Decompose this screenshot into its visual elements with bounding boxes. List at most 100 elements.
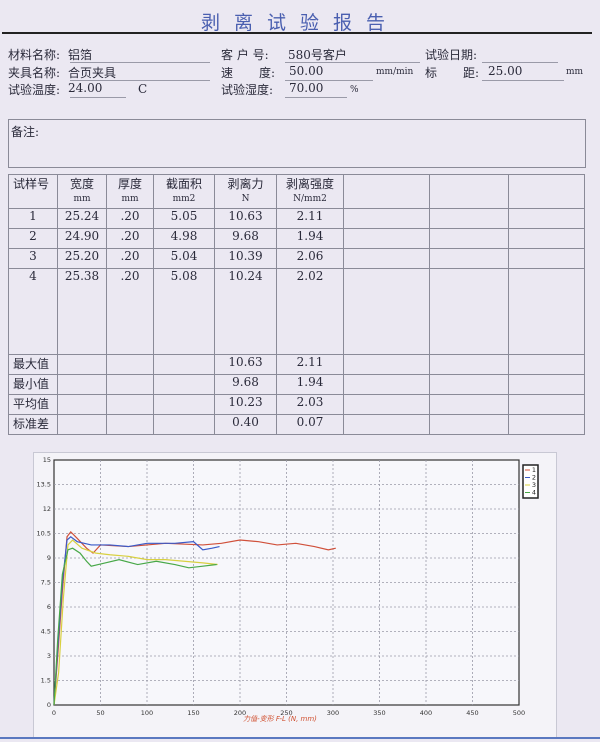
- header-cell: 剥离强度 N/mm2: [276, 174, 344, 209]
- empty-cell: [343, 268, 430, 355]
- y-tick-label: 1.5: [41, 677, 51, 685]
- temperature-label: 试验温度:: [8, 83, 61, 97]
- x-tick-label: 50: [96, 709, 104, 717]
- header-name: 截面积: [165, 177, 202, 191]
- fixture-underline: [70, 80, 210, 81]
- report-title: 剥离试验报告: [200, 12, 399, 34]
- x-tick-label: 300: [327, 709, 339, 717]
- data-cell: 10.24: [214, 268, 277, 355]
- data-cell: .20: [106, 208, 154, 229]
- empty-cell: [429, 174, 509, 209]
- series-line-4: [53, 547, 217, 706]
- y-tick-label: 9: [47, 554, 51, 562]
- legend-entry: 1: [532, 466, 536, 474]
- header-cell: 截面积 mm2: [153, 174, 215, 209]
- y-tick-label: 6: [47, 603, 51, 611]
- temperature-unit: C: [138, 82, 148, 96]
- temperature-value: 24.00: [68, 81, 103, 95]
- header-unit: mm: [121, 194, 139, 204]
- x-tick-label: 150: [187, 709, 199, 717]
- empty-cell: [429, 268, 509, 355]
- gauge-label-2: 距:: [463, 66, 480, 80]
- gauge-label: 标: [425, 66, 438, 80]
- y-tick-label: 4.5: [41, 628, 51, 636]
- header-name: 剥离强度: [285, 177, 334, 191]
- header-name: 宽度: [69, 177, 94, 191]
- y-tick-label: 12: [43, 505, 51, 513]
- date-underline: [482, 62, 558, 63]
- stat-strength: 1.94: [276, 374, 344, 395]
- speed-label-2: 度:: [259, 66, 276, 80]
- speed-value: 50.00: [289, 64, 324, 78]
- y-tick-label: 15: [43, 456, 51, 464]
- remarks-box: 备注:: [8, 119, 586, 168]
- header-unit: mm2: [172, 194, 196, 204]
- data-cell: 25.38: [57, 268, 107, 355]
- stat-force: 10.23: [214, 394, 277, 415]
- data-cell: 24.90: [57, 228, 107, 249]
- legend-box: [522, 464, 539, 499]
- empty-cell: [508, 414, 585, 435]
- speed-unit: mm/min: [376, 67, 414, 77]
- header-name: 剥离力: [227, 177, 264, 191]
- results-table: 试样号 宽度 mm 厚度 mm 截面积 mm2 剥离力 N 剥离强度 N/mm2 1 25.24.20 5…: [8, 174, 585, 435]
- humidity-label: 试验湿度:: [221, 83, 274, 97]
- empty-cell: [508, 268, 585, 355]
- fixture-label: 夹具名称:: [8, 66, 61, 80]
- stat-label: 标准差: [8, 414, 58, 435]
- date-label: 试验日期:: [425, 48, 478, 62]
- x-tick-label: 200: [234, 709, 246, 717]
- stat-label: 最小值: [8, 374, 58, 395]
- y-tick-label: 7.5: [41, 579, 51, 587]
- customer-label: 客 户 号:: [221, 48, 269, 62]
- legend-entry: 3: [532, 481, 536, 489]
- x-tick-label: 250: [280, 709, 292, 717]
- x-tick-label: 100: [141, 709, 153, 717]
- legend-entry: 4: [532, 489, 536, 497]
- x-tick-label: 400: [420, 709, 432, 717]
- header-unit: N/mm2: [293, 194, 327, 204]
- header-cell: 剥离力 N: [214, 174, 277, 209]
- header-unit: mm: [73, 194, 91, 204]
- y-tick-label: 13.5: [37, 481, 51, 489]
- fixture-value: 合页夹具: [68, 66, 117, 80]
- humidity-unit: %: [350, 85, 359, 95]
- customer-value: 580号客户: [288, 48, 347, 62]
- x-tick-label: 0: [52, 709, 56, 717]
- title-divider: [2, 32, 592, 34]
- x-tick-label: 450: [466, 709, 478, 717]
- y-tick-label: 10.5: [37, 530, 51, 538]
- header-unit: N: [241, 194, 250, 204]
- stat-strength: 0.07: [276, 414, 344, 435]
- data-cell: .20: [106, 268, 154, 355]
- gauge-unit: mm: [566, 67, 584, 77]
- data-cell: 5.08: [153, 268, 215, 355]
- legend-entry: 2: [532, 474, 536, 482]
- x-tick-label: 350: [373, 709, 385, 717]
- humidity-value: 70.00: [289, 81, 324, 95]
- header-cell: 宽度 mm: [57, 174, 107, 209]
- header-row: 试样号 宽度 mm 厚度 mm 截面积 mm2 剥离力 N 剥离强度 N/mm2: [8, 174, 585, 209]
- stats-row: 标准差 0.40 0.07: [8, 414, 585, 435]
- series-line-3: [53, 539, 218, 706]
- material-label: 材料名称:: [8, 48, 61, 62]
- empty-cell: [343, 174, 430, 209]
- speed-underline: [285, 80, 373, 81]
- gauge-underline: [482, 80, 564, 81]
- x-tick-label: 500: [513, 709, 525, 717]
- header-name: 试样号: [13, 177, 50, 191]
- material-underline: [70, 62, 210, 63]
- y-tick-label: 0: [47, 701, 51, 709]
- empty-cell: [508, 174, 585, 209]
- remarks-label: 备注:: [11, 125, 40, 139]
- gauge-value: 25.00: [488, 64, 523, 78]
- stat-strength: 2.11: [276, 354, 344, 375]
- x-axis-label: 力值-变形 F-L (N, mm): [243, 715, 317, 723]
- customer-underline: [285, 62, 420, 63]
- temperature-underline: [70, 97, 126, 98]
- header-name: 厚度: [117, 177, 142, 191]
- y-tick-label: 3: [47, 652, 51, 660]
- material-value: 铝箔: [68, 48, 93, 62]
- table-row: 2 24.90.20 4.98 9.68 1.94: [8, 228, 585, 249]
